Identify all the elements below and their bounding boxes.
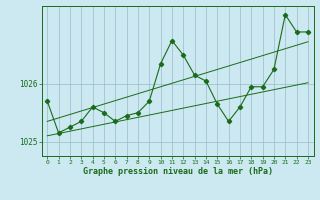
X-axis label: Graphe pression niveau de la mer (hPa): Graphe pression niveau de la mer (hPa) [83,167,273,176]
